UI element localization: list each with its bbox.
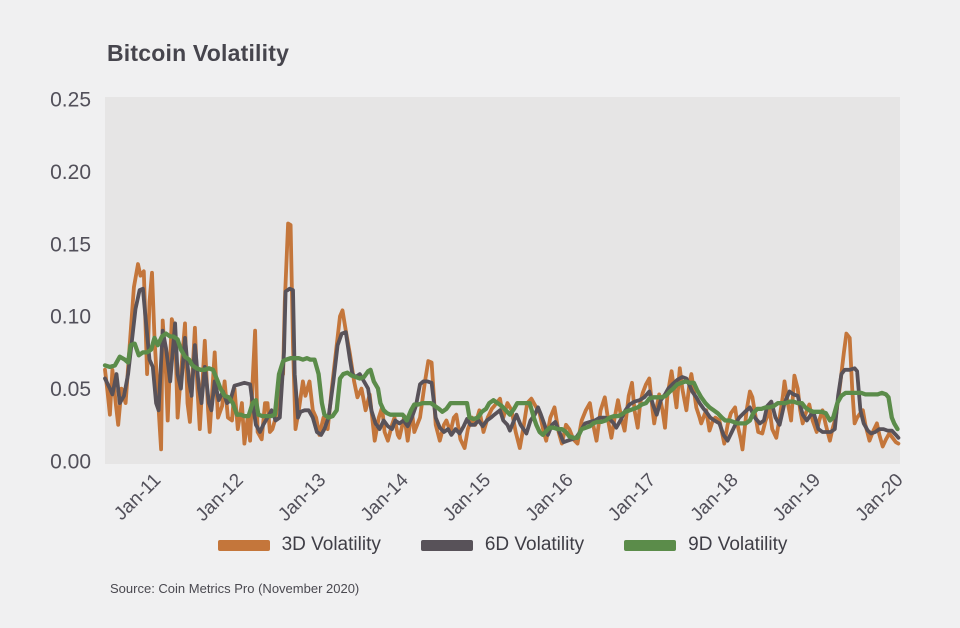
line-6d-volatility xyxy=(103,286,901,445)
page-title: Bitcoin Volatility xyxy=(107,40,290,66)
x-tick-label-Jan-18: Jan-18 xyxy=(687,470,743,526)
y-tick-label-0.15: 0.15 xyxy=(50,233,91,256)
x-tick-label-Jan-16: Jan-16 xyxy=(522,470,578,526)
y-tick-label-0.25: 0.25 xyxy=(50,89,91,112)
y-tick-label-0.20: 0.20 xyxy=(50,161,91,184)
x-tick-label-Jan-17: Jan-17 xyxy=(604,470,660,526)
x-tick-label-Jan-12: Jan-12 xyxy=(192,470,248,526)
y-tick-label-0.10: 0.10 xyxy=(50,306,91,329)
source-note: Source: Coin Metrics Pro (November 2020) xyxy=(110,581,360,596)
y-tick-label-0.00: 0.00 xyxy=(50,451,91,474)
line-9d-volatility xyxy=(102,331,900,440)
legend-label-9d-volatility: 9D Volatility xyxy=(688,534,788,555)
legend-item-6d-volatility: 6D Volatility xyxy=(420,534,585,556)
legend-label-3d-volatility: 3D Volatility xyxy=(281,534,381,555)
legend-swatch-9d-volatility xyxy=(624,539,677,551)
chart-legend: 3D Volatility 6D Volatility 9D Volatilit… xyxy=(105,531,900,559)
x-tick-label-Jan-20: Jan-20 xyxy=(852,470,908,526)
legend-swatch-3d-volatility xyxy=(217,539,270,551)
legend-swatch-6d-volatility xyxy=(420,539,473,551)
x-tick-label-Jan-14: Jan-14 xyxy=(357,469,413,525)
x-tick-label-Jan-13: Jan-13 xyxy=(274,470,330,526)
legend-item-9d-volatility: 9D Volatility xyxy=(624,534,787,556)
legend-label-6d-volatility: 6D Volatility xyxy=(484,534,585,555)
x-tick-label-Jan-15: Jan-15 xyxy=(439,470,495,526)
x-tick-label-Jan-11: Jan-11 xyxy=(110,470,165,525)
x-tick-label-Jan-19: Jan-19 xyxy=(769,470,825,526)
legend-item-3d-volatility: 3D Volatility xyxy=(217,534,381,556)
y-tick-label-0.05: 0.05 xyxy=(50,378,91,401)
